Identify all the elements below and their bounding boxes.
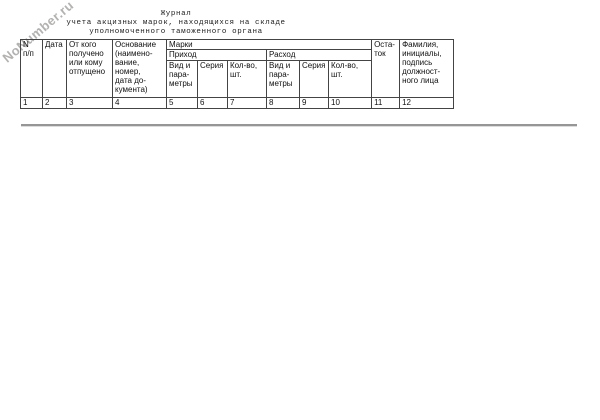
header-cell-expense-kind: Вид и пара- метры — [266, 60, 300, 98]
header-cell-num: N п/п — [20, 39, 43, 98]
column-number-cell: 12 — [399, 97, 455, 109]
horizontal-rule — [21, 124, 577, 127]
header-row-groups: N п/п Дата От кого получено или кому отп… — [20, 39, 455, 98]
header-cell-expense-group: Расход — [265, 49, 373, 61]
column-number-cell: 11 — [371, 97, 401, 109]
column-number-cell: 5 — [166, 97, 198, 109]
header-cell-date: Дата — [42, 39, 67, 98]
header-row-income-expense: Приход Расход — [21, 49, 454, 61]
column-number-cell: 10 — [327, 97, 373, 109]
header-cell-expense-series: Серия — [299, 60, 329, 98]
header-cell-income-group: Приход — [166, 49, 267, 61]
header-cell-expense-qty: Кол-во, шт. — [327, 60, 373, 98]
header-cell-balance: Оста- ток — [371, 39, 401, 98]
column-number-cell: 7 — [227, 97, 267, 109]
header-cell-income-kind: Вид и пара- метры — [166, 60, 198, 98]
journal-table: N п/п Дата От кого получено или кому отп… — [20, 39, 455, 109]
column-number-cell: 1 — [20, 97, 43, 109]
header-cell-official: Фамилия, инициалы, подпись должност- ног… — [399, 39, 455, 98]
column-number-cell: 3 — [66, 97, 113, 109]
column-number-cell: 4 — [112, 97, 167, 109]
header-cell-marks-group: Марки — [165, 39, 373, 50]
column-number-cell: 2 — [42, 97, 67, 109]
column-numbers-row: 1 2 3 4 5 6 7 8 9 10 11 12 — [20, 97, 455, 109]
header-cell-basis: Основание (наимено- вание, номер, дата д… — [112, 39, 167, 98]
header-cell-income-qty: Кол-во, шт. — [227, 60, 267, 98]
header-cell-income-series: Серия — [197, 60, 228, 98]
document-title: Журнал учета акцизных марок, находящихся… — [66, 10, 286, 36]
header-cell-from-whom: От кого получено или кому отпущено — [66, 39, 113, 98]
column-number-cell: 6 — [197, 97, 228, 109]
column-number-cell: 8 — [266, 97, 300, 109]
column-number-cell: 9 — [299, 97, 329, 109]
